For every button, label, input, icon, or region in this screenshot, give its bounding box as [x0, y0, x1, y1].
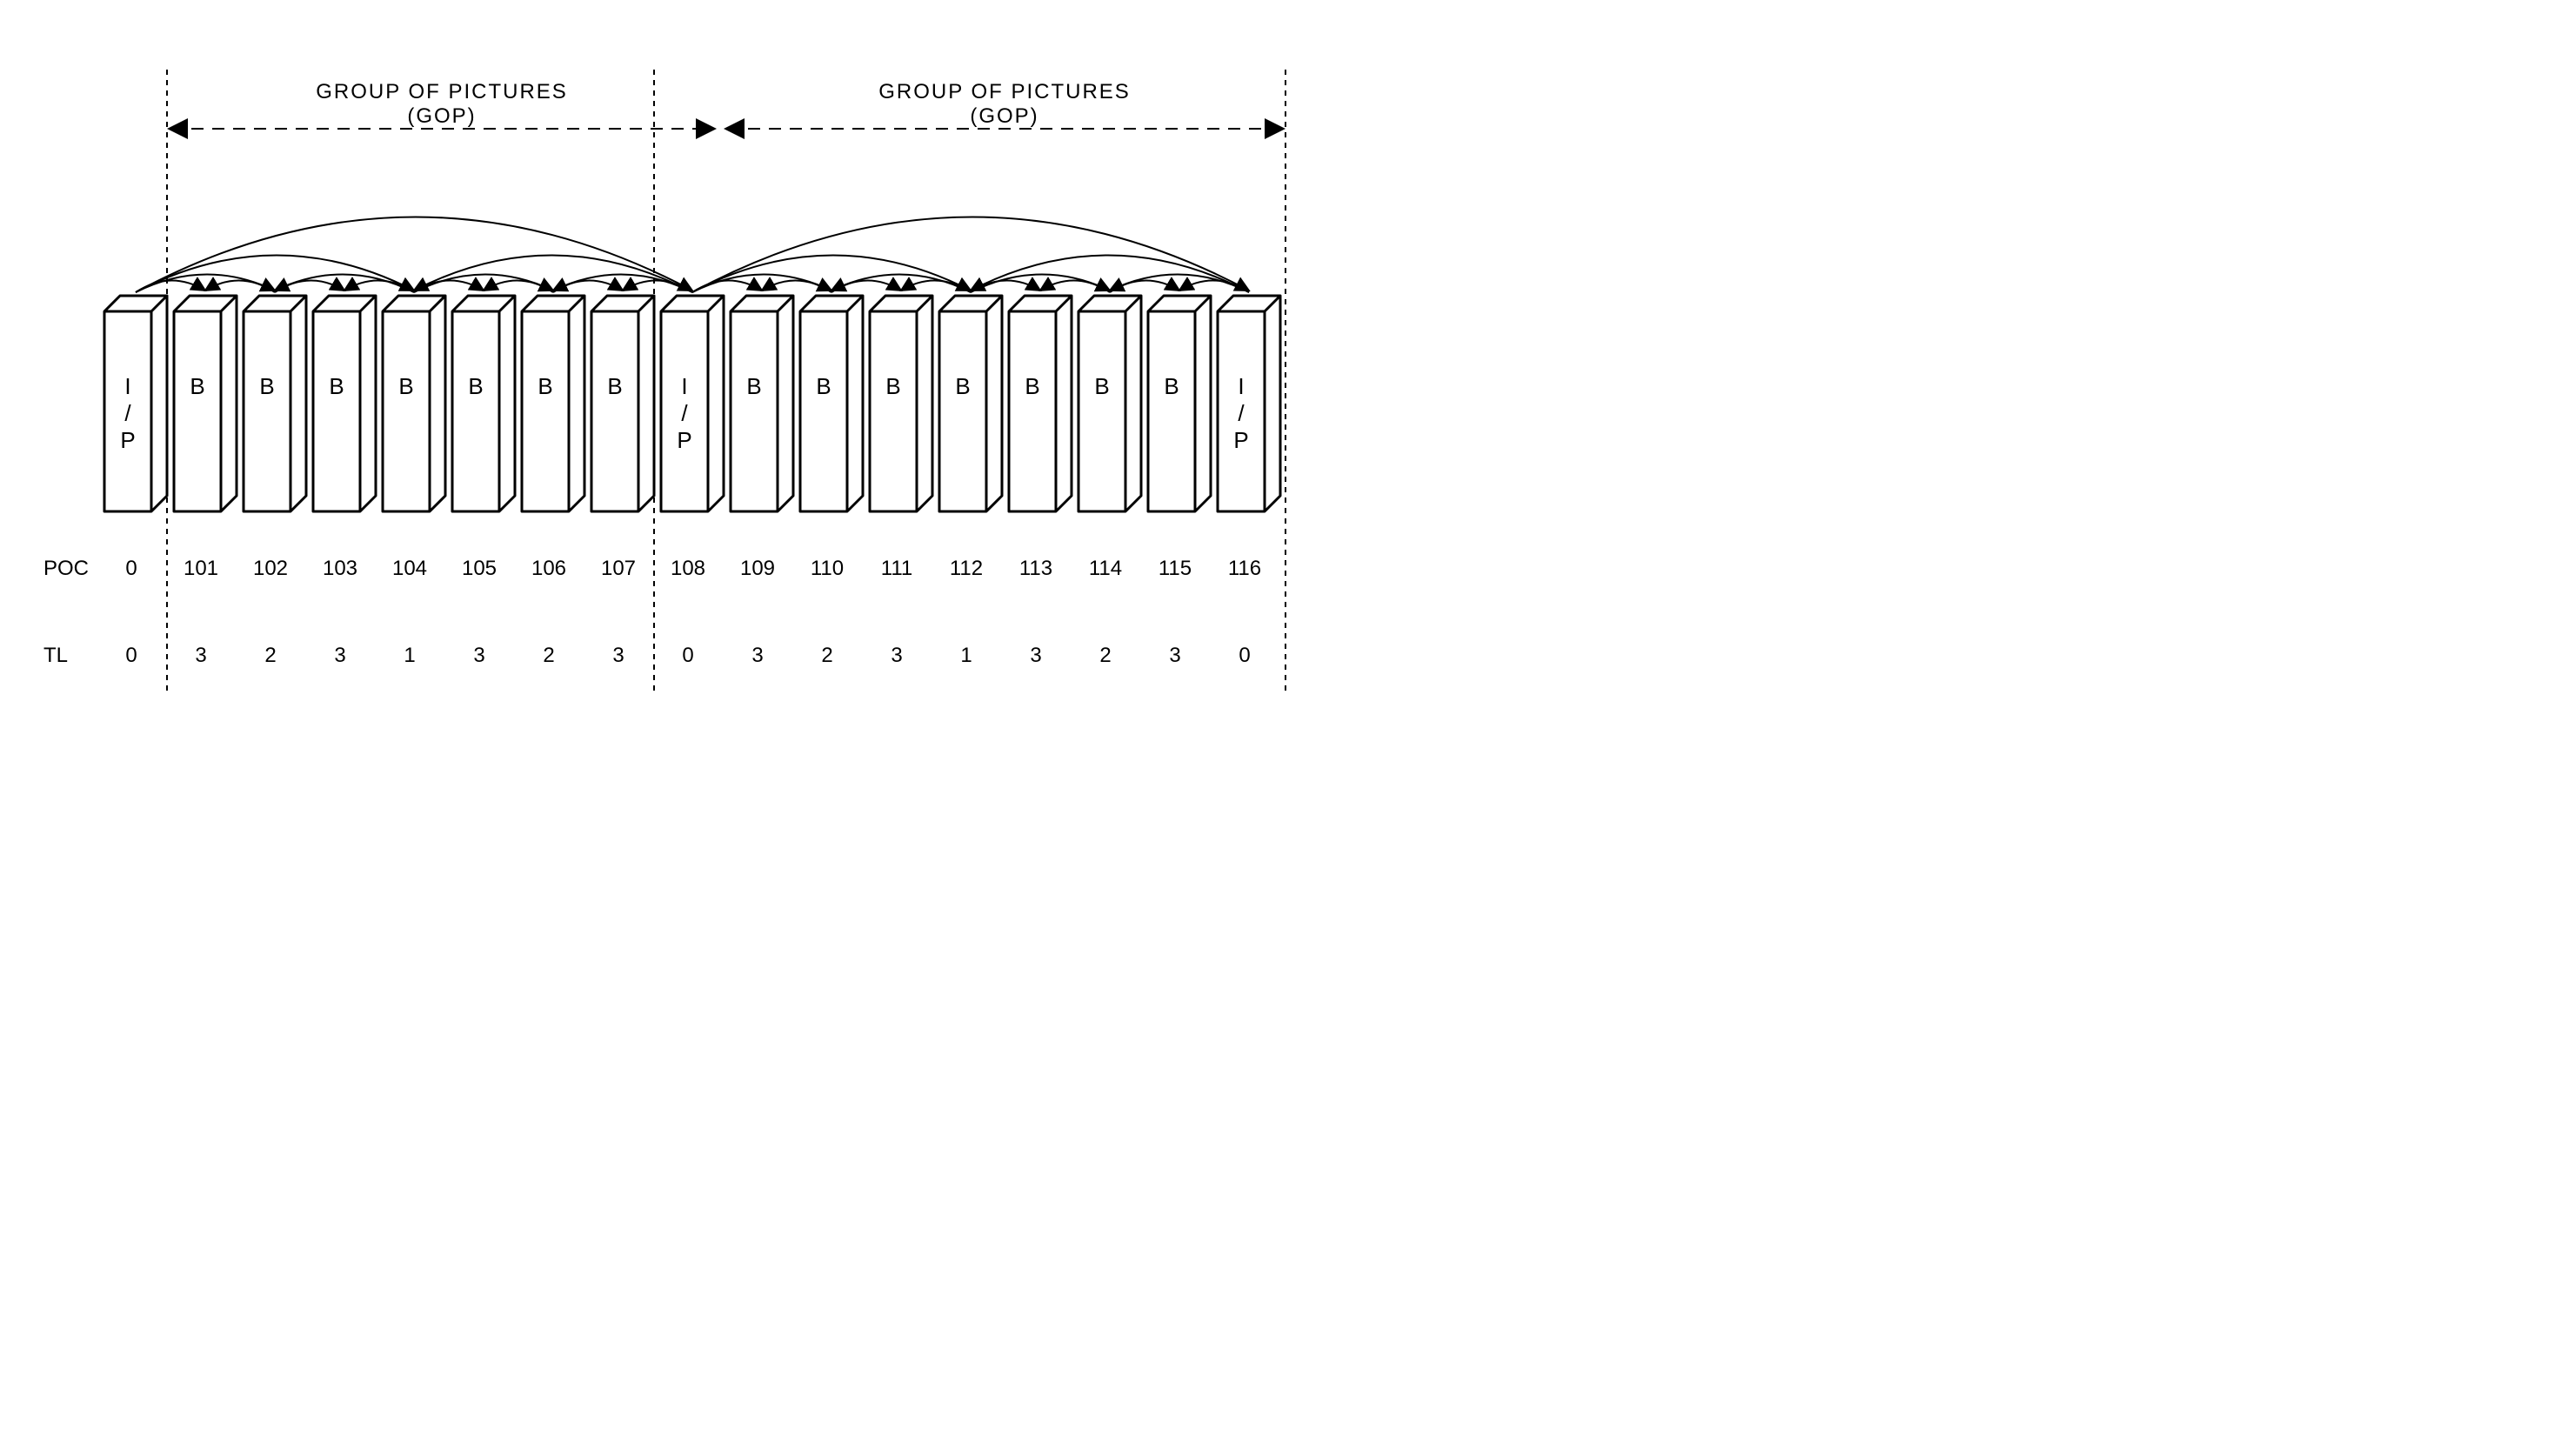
- dependency-arc: [1179, 280, 1249, 292]
- frame: [1078, 296, 1141, 511]
- dependency-arc: [414, 255, 692, 292]
- poc-value: 112: [934, 557, 998, 581]
- tl-value: 3: [1004, 644, 1068, 668]
- frame-type-label: I / P: [106, 373, 150, 455]
- poc-row-label: POC: [43, 557, 89, 581]
- frame-type-label: B: [1080, 373, 1124, 400]
- tl-value: 3: [447, 644, 511, 668]
- frame-type-label: B: [593, 373, 637, 400]
- poc-value: 102: [238, 557, 303, 581]
- dependency-arc: [762, 280, 831, 292]
- dependency-arc: [692, 217, 1249, 292]
- tl-value: 2: [517, 644, 581, 668]
- poc-value: 110: [795, 557, 859, 581]
- tl-value: 1: [377, 644, 442, 668]
- frame-type-label: B: [176, 373, 219, 400]
- dependency-arc: [136, 280, 205, 292]
- tl-value: 0: [99, 644, 164, 668]
- dependency-arc: [136, 217, 692, 292]
- frame-type-label: B: [245, 373, 289, 400]
- poc-value: 116: [1212, 557, 1277, 581]
- frame: [591, 296, 654, 511]
- tl-value: 0: [656, 644, 720, 668]
- poc-value: 106: [517, 557, 581, 581]
- dependency-arc: [692, 255, 971, 292]
- poc-value: 109: [725, 557, 790, 581]
- frame: [1148, 296, 1211, 511]
- tl-value: 3: [586, 644, 651, 668]
- frame: [383, 296, 445, 511]
- tl-value: 0: [1212, 644, 1277, 668]
- frame: [452, 296, 515, 511]
- tl-value: 3: [725, 644, 790, 668]
- tl-value: 3: [1143, 644, 1207, 668]
- frame-type-label: B: [871, 373, 915, 400]
- frame-type-label: B: [524, 373, 567, 400]
- dependency-arc: [623, 280, 692, 292]
- frame: [1009, 296, 1072, 511]
- poc-value: 103: [308, 557, 372, 581]
- frame: [870, 296, 932, 511]
- poc-value: 111: [865, 557, 929, 581]
- poc-value: 104: [377, 557, 442, 581]
- tl-value: 3: [308, 644, 372, 668]
- poc-value: 108: [656, 557, 720, 581]
- tl-value: 1: [934, 644, 998, 668]
- tl-value: 3: [865, 644, 929, 668]
- frame: [244, 296, 306, 511]
- tl-value: 2: [238, 644, 303, 668]
- dependency-arc: [971, 255, 1249, 292]
- frame-type-label: B: [732, 373, 776, 400]
- frame: [522, 296, 584, 511]
- frame-type-label: B: [1150, 373, 1193, 400]
- dependency-arc: [901, 280, 971, 292]
- frame: [174, 296, 237, 511]
- poc-value: 113: [1004, 557, 1068, 581]
- frame-type-label: B: [802, 373, 845, 400]
- poc-value: 0: [99, 557, 164, 581]
- poc-value: 107: [586, 557, 651, 581]
- dependency-arc: [414, 280, 484, 292]
- tl-value: 2: [1073, 644, 1138, 668]
- tl-value: 3: [169, 644, 233, 668]
- frame: [313, 296, 376, 511]
- frame-type-label: B: [384, 373, 428, 400]
- gop-label: GROUP OF PICTURES (GOP): [285, 80, 598, 129]
- dependency-arc: [136, 255, 414, 292]
- frame-type-label: B: [941, 373, 985, 400]
- tl-value: 2: [795, 644, 859, 668]
- poc-value: 105: [447, 557, 511, 581]
- tl-row-label: TL: [43, 644, 68, 668]
- poc-value: 115: [1143, 557, 1207, 581]
- gop-diagram: GROUP OF PICTURES (GOP) GROUP OF PICTURES…: [35, 35, 1322, 748]
- frame: [939, 296, 1002, 511]
- frame: [800, 296, 863, 511]
- dependency-arc: [344, 280, 414, 292]
- dependency-arc: [1040, 280, 1110, 292]
- frame-type-label: B: [454, 373, 498, 400]
- poc-value: 101: [169, 557, 233, 581]
- frame-type-label: B: [1011, 373, 1054, 400]
- frame-type-label: I / P: [1219, 373, 1263, 455]
- dependency-arc: [971, 280, 1040, 292]
- frame: [731, 296, 793, 511]
- frame-type-label: I / P: [663, 373, 706, 455]
- dependency-arc: [692, 280, 762, 292]
- poc-value: 114: [1073, 557, 1138, 581]
- dependency-arc: [205, 280, 275, 292]
- frame-type-label: B: [315, 373, 358, 400]
- gop-label: GROUP OF PICTURES (GOP): [848, 80, 1161, 129]
- dependency-arc: [484, 280, 553, 292]
